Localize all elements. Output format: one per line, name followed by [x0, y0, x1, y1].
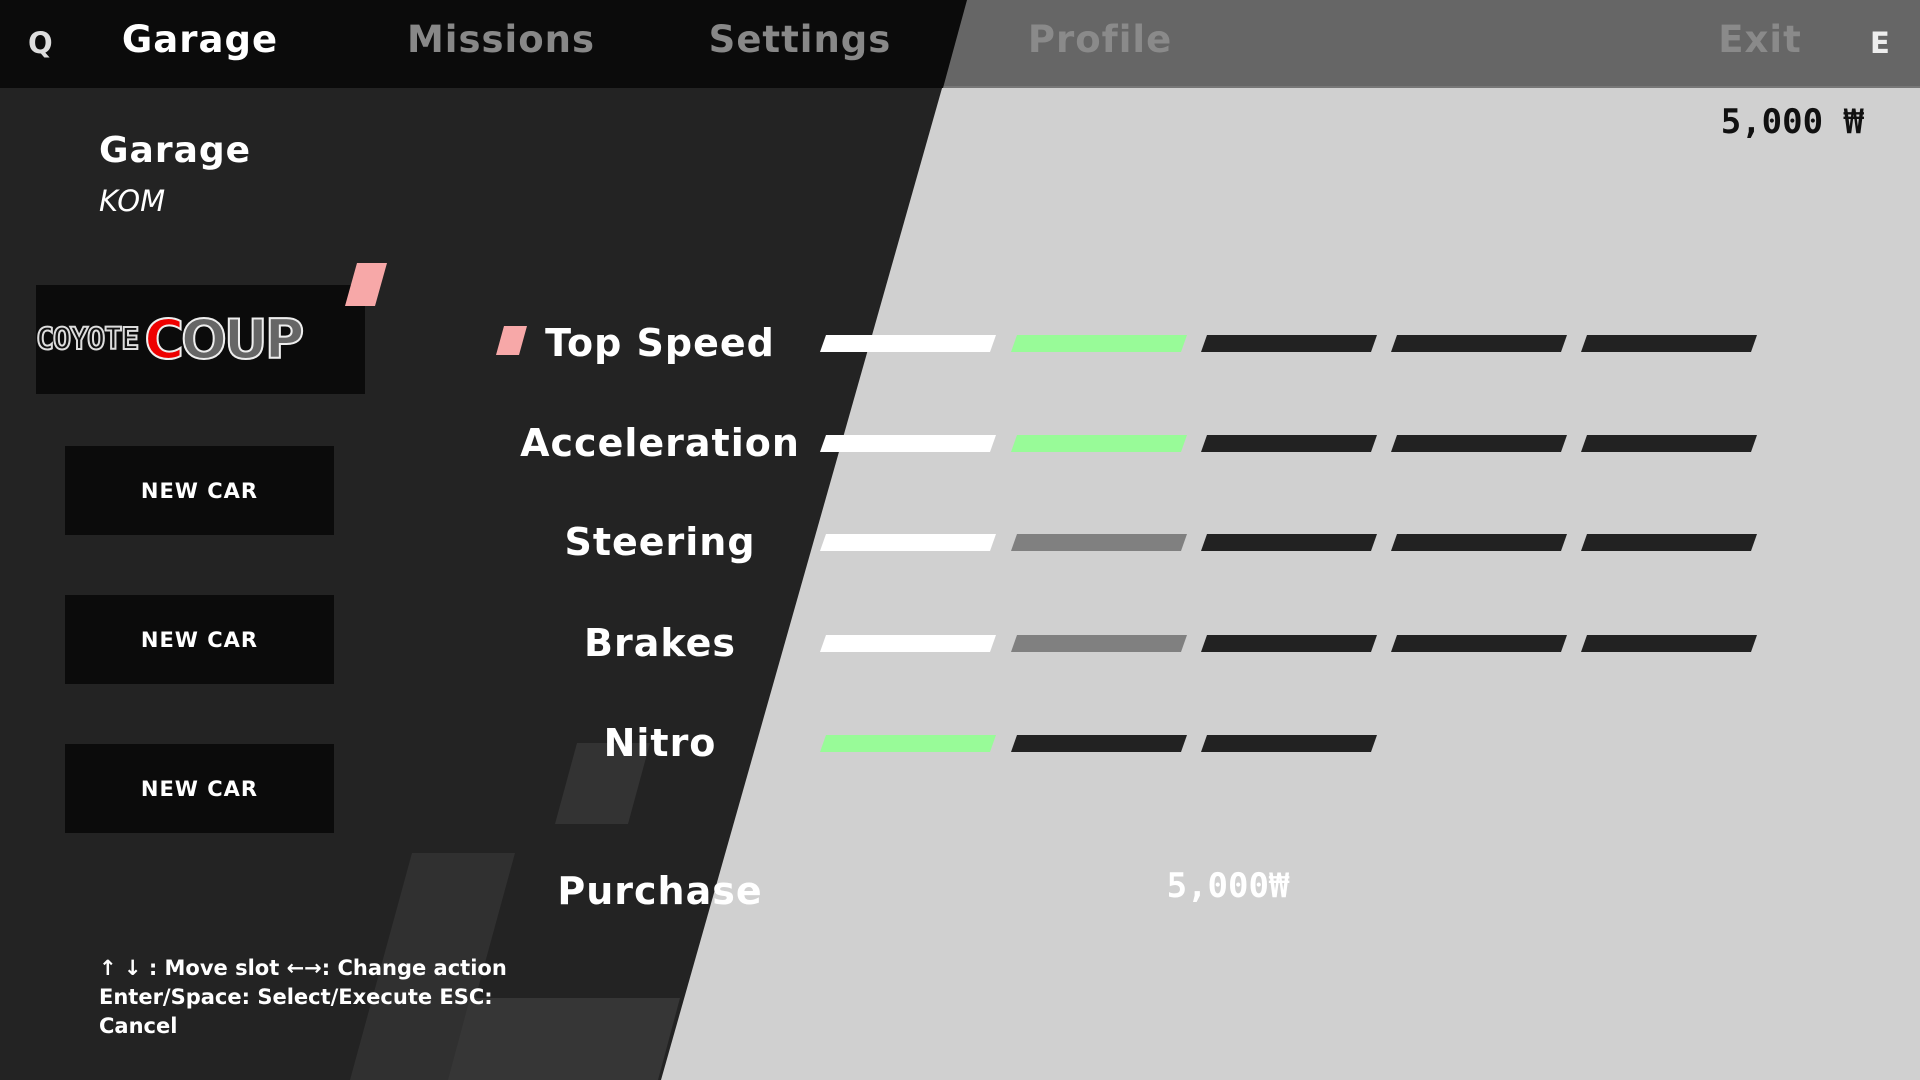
stat-segment-upgrade	[1011, 435, 1187, 452]
stat-segment-upgrade	[820, 735, 996, 752]
stat-segment-empty	[1581, 635, 1757, 652]
stat-segment-empty	[1391, 435, 1567, 452]
car-slot-button[interactable]: NEW CAR	[65, 744, 334, 833]
prev-tab-key[interactable]: Q	[28, 26, 53, 60]
stat-segment-empty	[1201, 635, 1377, 652]
stat-segment-empty	[1201, 335, 1377, 352]
tab-exit[interactable]: Exit	[1718, 18, 1802, 61]
stat-label[interactable]: Nitro	[603, 721, 717, 765]
stat-segment-empty	[1201, 735, 1377, 752]
purchase-button[interactable]: Purchase	[557, 869, 763, 913]
stat-label[interactable]: Top Speed	[545, 321, 775, 365]
stat-segment-empty	[1011, 735, 1187, 752]
tab-profile[interactable]: Profile	[1027, 18, 1173, 61]
tab-garage[interactable]: Garage	[121, 18, 279, 61]
stat-segment-locked	[1011, 534, 1187, 551]
tab-settings[interactable]: Settings	[708, 18, 892, 61]
help-text: Enter/Space: Select/Execute ESC:	[99, 985, 493, 1009]
top-nav-dark	[0, 0, 967, 88]
stat-label[interactable]: Steering	[564, 520, 756, 564]
stat-label[interactable]: Acceleration	[520, 421, 800, 465]
stat-segment-empty	[1201, 435, 1377, 452]
car-slot-button[interactable]: NEW CAR	[65, 595, 334, 684]
stat-segment-empty	[1201, 534, 1377, 551]
stat-segment-empty	[1391, 635, 1567, 652]
stat-segment-upgrade	[1011, 335, 1187, 352]
stat-label[interactable]: Brakes	[584, 621, 736, 665]
stat-segment-empty	[1581, 335, 1757, 352]
help-text: ↑ ↓ : Move slot ←→: Change action	[99, 956, 507, 980]
stat-segment-filled	[820, 635, 996, 652]
stat-segment-empty	[1391, 335, 1567, 352]
stat-segment-filled	[820, 534, 996, 551]
stat-segment-empty	[1581, 435, 1757, 452]
next-tab-key[interactable]: E	[1870, 26, 1890, 60]
car-logo[interactable]: COYOTE COUP	[35, 285, 365, 394]
decor-shape	[448, 998, 680, 1080]
logo-text: COYOTE	[35, 321, 140, 358]
purchase-price: 5,000₩	[1166, 866, 1290, 906]
money-display: 5,000 ₩	[1720, 102, 1864, 142]
help-text: Cancel	[99, 1014, 178, 1038]
car-slot-button[interactable]: NEW CAR	[65, 446, 334, 535]
stat-segment-filled	[820, 335, 996, 352]
stat-segment-locked	[1011, 635, 1187, 652]
tab-missions[interactable]: Missions	[406, 18, 596, 61]
page-title: Garage	[99, 130, 252, 171]
player-name: KOM	[99, 184, 166, 218]
stat-segment-empty	[1391, 534, 1567, 551]
stat-segment-filled	[820, 435, 996, 452]
stat-segment-empty	[1581, 534, 1757, 551]
logo-text: COUP	[143, 307, 305, 372]
